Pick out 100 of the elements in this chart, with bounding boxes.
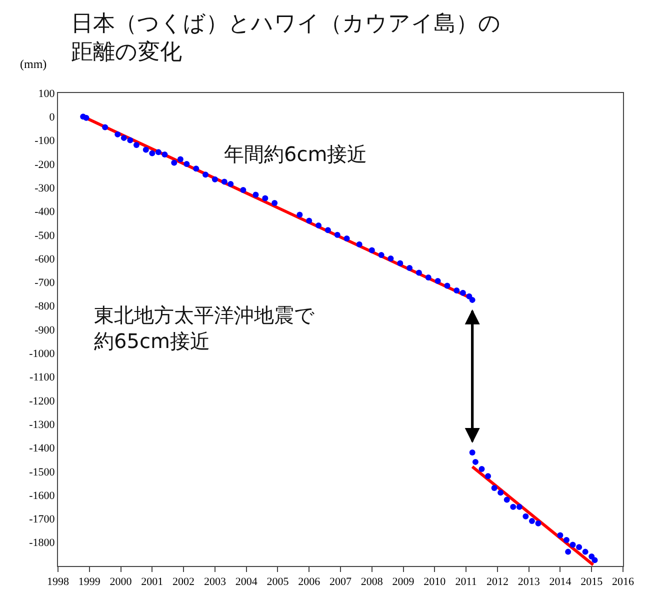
x-tick-label: 2011 [455,576,477,588]
x-tick-label: 2013 [518,576,540,588]
x-tick-label: 2010 [424,576,446,588]
point [368,247,375,254]
point [262,195,268,202]
point [444,282,450,289]
point [306,218,312,224]
point [469,296,476,303]
x-tick-label: 2006 [298,576,321,588]
point [485,473,492,480]
point [133,142,140,148]
point [102,124,108,130]
y-tick-label: -400 [34,206,56,218]
point [564,536,570,543]
point [334,232,340,238]
point [504,496,510,503]
point [83,114,90,121]
y-tick-label: -500 [34,230,56,242]
annotation: 年間約6cm接近 [224,142,368,166]
y-tick-label: -1700 [29,514,56,526]
point [252,192,259,198]
x-tick-label: 2009 [392,576,415,588]
point [272,200,278,206]
point [221,178,228,185]
y-tick-label: -900 [34,324,56,336]
point [296,212,303,218]
x-tick-label: 1999 [78,576,101,588]
y-axis-title: (mm) [20,57,47,71]
x-tick-label: 2015 [580,576,604,588]
point [491,484,498,491]
point [155,149,162,156]
y-tick-label: -1800 [29,537,56,550]
point [498,490,504,496]
point [344,235,350,242]
x-tick-label: 2002 [172,576,195,588]
annotation: 東北地方太平洋沖地震で約65cm接近 [94,303,315,353]
y-tick-label: -200 [34,158,56,171]
point [184,160,190,167]
point [240,186,246,193]
point [316,222,322,228]
point [592,557,598,564]
point [522,513,529,520]
x-tick-label: 2004 [235,576,258,588]
point [114,131,121,138]
y-tick-label: -1300 [29,418,56,431]
point [397,260,404,266]
point [570,542,576,548]
x-tick-label: 2000 [110,576,132,588]
point [454,287,460,294]
point [516,504,522,510]
y-tick-label: -1200 [29,395,56,408]
y-tick-label: -1000 [29,348,56,360]
point [576,544,582,550]
point [120,134,127,141]
point [177,156,184,162]
point [228,181,234,188]
point [582,548,588,555]
point [460,290,466,296]
point [127,137,134,144]
y-tick-label: -800 [34,300,56,313]
y-tick-label: -300 [34,182,56,194]
y-tick-label: -700 [34,277,56,290]
y-tick-label: -1400 [29,442,56,455]
x-tick-label: 2003 [204,576,226,588]
x-tick-label: 2012 [486,576,508,588]
x-tick-label: 2007 [330,576,352,588]
point [388,256,394,262]
point [557,532,564,538]
y-tick-label: -100 [34,135,56,148]
point [149,150,156,156]
x-tick-label: 2016 [612,576,634,588]
point [356,241,362,248]
point [535,520,542,526]
x-tick-label: 2008 [360,576,384,588]
y-tick-label: -1100 [30,372,56,384]
y-tick-label: -600 [34,253,56,266]
point [142,146,149,153]
x-tick-label: 1998 [47,576,70,588]
y-tick-label: -1500 [29,466,56,478]
point [378,252,384,258]
point [510,504,516,510]
x-tick-label: 2001 [141,576,164,588]
point [406,265,413,272]
x-tick-label: 2005 [266,576,290,588]
chart-title: 日本（つくば）とハワイ（カウアイ島）の距離の変化 [71,11,502,65]
point [193,166,200,172]
y-tick-label: 0 [49,112,56,124]
x-tick-label: 2014 [549,576,572,588]
point [425,274,432,280]
point [528,518,535,524]
point [202,172,209,178]
point [472,458,478,465]
point [324,227,331,234]
point [565,548,572,555]
y-tick-label: 100 [38,88,56,100]
point [416,270,422,276]
point [469,449,476,456]
point [171,160,178,166]
point [434,278,441,284]
point [478,466,485,472]
